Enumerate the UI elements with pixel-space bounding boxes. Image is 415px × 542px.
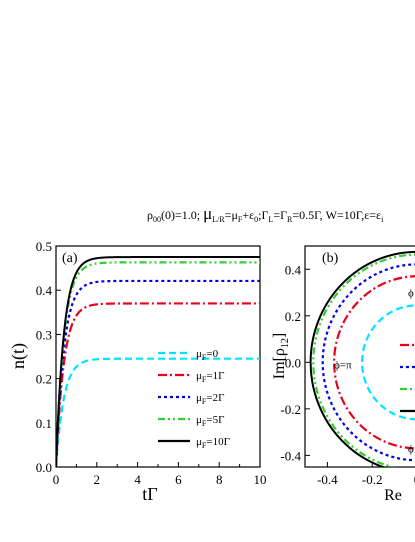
- panel-b: -0.4-0.20-0.4-0.20.00.20.4 ϕ=πϕϕ (b) Re …: [271, 245, 415, 504]
- panel-a-ytick-label: 0.3: [36, 327, 52, 342]
- panel-a: 0 2 4 6 8 10 0.0 0.1 0.2 0.3 0.4 0.5 (a) tΓ n(t) μF…: [8, 239, 267, 504]
- panel-a-ytick-label: 0.1: [36, 416, 52, 431]
- panel-b-ytick-label: -0.4: [280, 448, 301, 463]
- panel-a-xtick-label: 10: [254, 472, 267, 487]
- panel-b-legend: [400, 343, 415, 413]
- panel-b-ylabel: Im[ρ12]: [271, 333, 291, 379]
- panel-a-xtick-label: 8: [216, 472, 223, 487]
- panel-b-series-circle: [361, 304, 415, 421]
- panel-b-annotation: ϕ=π: [334, 360, 352, 372]
- panel-a-series: [56, 256, 260, 467]
- panel-b-series-circle: [321, 263, 415, 462]
- panel-b-ticks: -0.4 -0.2 0 -0.4 -0.2 0.0 0.2 0.4: [280, 262, 415, 487]
- panel-a-series-line: [56, 261, 260, 467]
- panel-a-xtick-label: 2: [94, 472, 101, 487]
- panel-b-series: [309, 250, 415, 467]
- panel-a-xtick-label: 0: [53, 472, 60, 487]
- panel-a-frame: [55, 245, 261, 468]
- panel-b-annotation: ϕ: [408, 288, 414, 300]
- panel-b-annotation: ϕ: [408, 443, 414, 455]
- panel-b-ytick-label: 0.4: [285, 262, 302, 277]
- panel-a-legend-label: μF=1Γ: [196, 370, 224, 384]
- panel-a-xtick-label: 4: [134, 472, 141, 487]
- panel-b-xtick-label: -0.2: [362, 472, 383, 487]
- panel-a-legend-label: μF=0: [196, 348, 219, 362]
- panel-a-legend-label: μF=10Γ: [196, 436, 230, 450]
- panel-a-legend-label: μF=5Γ: [196, 414, 224, 428]
- panel-a-xtick-label: 6: [175, 472, 182, 487]
- panel-a-xlabel: tΓ: [142, 484, 157, 504]
- panel-b-frame: [304, 245, 415, 468]
- panel-b-xlabel: Re: [384, 487, 402, 504]
- panel-b-ytick-label: 0.0: [285, 355, 301, 370]
- panel-b-ytick-label: 0.2: [285, 309, 301, 324]
- panel-b-series-circle: [312, 253, 415, 467]
- panel-a-series-line: [56, 256, 260, 467]
- panel-b-ytick-label: -0.2: [280, 402, 301, 417]
- panel-a-series-line: [56, 357, 260, 467]
- panel-a-legend: μF=0 μF=1Γ μF=2Γ μF=5Γ μF=10Γ: [158, 348, 230, 450]
- panel-a-ticks: 0 2 4 6 8 10 0.0 0.1 0.2 0.3 0.4 0.5: [36, 239, 267, 487]
- panel-b-series-circle: [309, 250, 415, 467]
- panel-b-label: (b): [322, 251, 339, 266]
- panel-a-ylabel: n(t): [8, 343, 29, 369]
- panel-a-ytick-label: 0.5: [36, 239, 52, 254]
- panel-b-xtick-label: 0: [414, 472, 415, 487]
- panel-a-series-line: [56, 302, 260, 467]
- panel-a-ytick-label: 0.2: [36, 372, 52, 387]
- panel-b-xtick-label: -0.4: [317, 472, 338, 487]
- header-parameters: ρ00(0)=1.0; μL/R=μF+ε0;ΓL=ΓR=0.5Γ, W=10Γ…: [147, 204, 384, 224]
- panel-b-annotations: ϕ=π ϕ ϕ: [334, 288, 414, 456]
- panel-a-ytick-label: 0.4: [36, 283, 53, 298]
- panel-a-series-line: [56, 279, 260, 467]
- panel-a-ytick-label: 0.0: [36, 460, 52, 475]
- panel-a-label: (a): [62, 251, 78, 266]
- panel-a-legend-label: μF=2Γ: [196, 392, 224, 406]
